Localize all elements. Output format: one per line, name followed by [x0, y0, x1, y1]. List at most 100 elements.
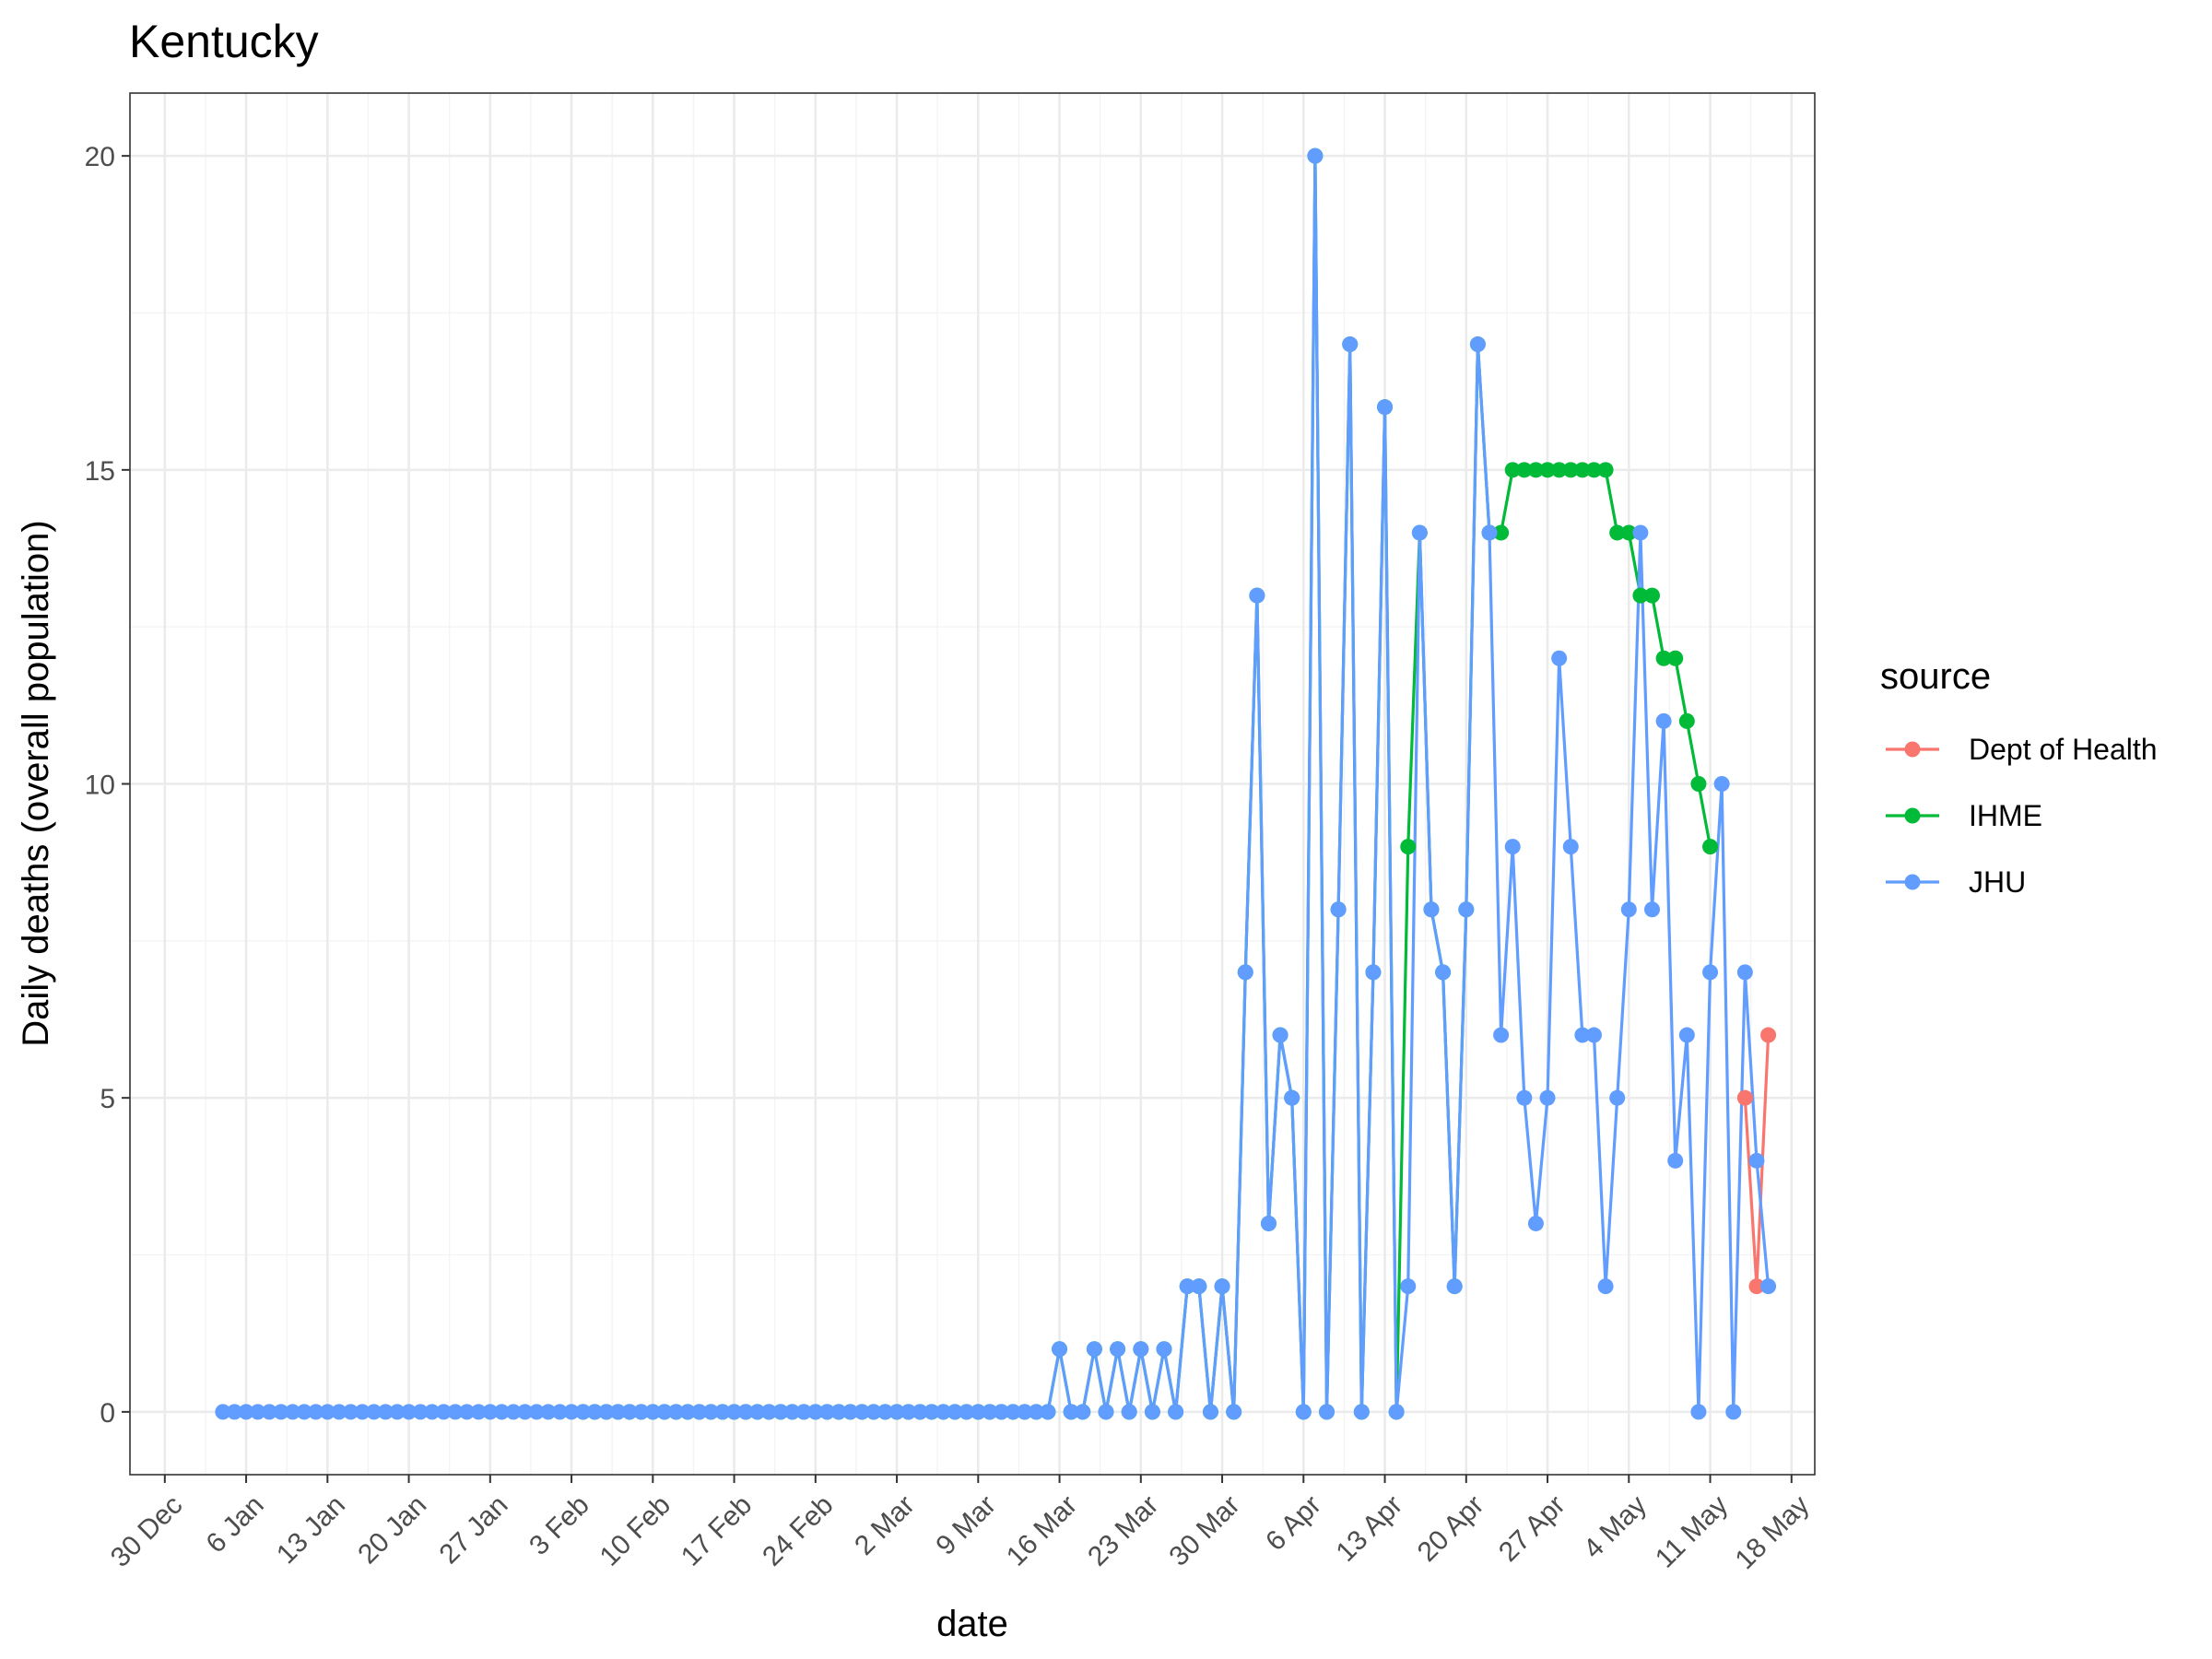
data-point: [1469, 336, 1486, 353]
data-point: [959, 1404, 975, 1420]
data-point: [226, 1404, 242, 1420]
data-point: [1284, 1089, 1300, 1106]
data-point: [1365, 964, 1382, 981]
data-point: [1748, 1152, 1765, 1169]
data-point: [1760, 1278, 1777, 1295]
data-point: [1133, 1341, 1149, 1358]
data-point: [784, 1404, 801, 1420]
data-point: [482, 1404, 499, 1420]
data-point: [1609, 1089, 1626, 1106]
data-point: [505, 1404, 522, 1420]
data-point: [1516, 462, 1533, 478]
data-point: [1260, 1215, 1277, 1231]
data-point: [1458, 901, 1475, 918]
data-point: [1551, 462, 1568, 478]
data-point: [714, 1404, 731, 1420]
legend: source Dept of Health IHME JHU: [1880, 656, 2158, 899]
data-point: [1179, 1278, 1195, 1295]
data-point: [1063, 1404, 1079, 1420]
data-point: [1644, 901, 1660, 918]
data-point: [1562, 462, 1579, 478]
data-point: [1202, 1404, 1218, 1420]
data-point: [470, 1404, 487, 1420]
x-tick-label: 4 May: [1578, 1489, 1653, 1564]
data-point: [308, 1404, 324, 1420]
x-tick-label: 6 Jan: [200, 1489, 269, 1559]
data-point: [760, 1404, 777, 1420]
data-point: [1655, 712, 1672, 729]
x-tick-label: 10 Feb: [594, 1489, 677, 1571]
data-point: [1168, 1404, 1184, 1420]
data-point: [551, 1404, 568, 1420]
data-point: [1713, 776, 1730, 792]
data-point: [1620, 524, 1637, 541]
data-point: [795, 1404, 812, 1420]
x-tick-label: 9 Mar: [930, 1489, 1002, 1561]
data-point: [1585, 1027, 1602, 1043]
data-point: [1353, 1404, 1370, 1420]
legend-title: source: [1880, 656, 1991, 697]
data-point: [1052, 1341, 1068, 1358]
data-point: [1400, 1278, 1417, 1295]
data-point: [900, 1404, 917, 1420]
data-point: [1400, 839, 1417, 855]
data-point: [354, 1404, 371, 1420]
data-point: [319, 1404, 335, 1420]
data-point: [1574, 462, 1591, 478]
data-point: [1121, 1404, 1137, 1420]
data-point: [830, 1404, 847, 1420]
y-axis: 0 5 10 15 20: [85, 142, 130, 1429]
data-point: [1191, 1278, 1207, 1295]
y-tick-label: 0: [100, 1398, 115, 1429]
data-point: [1748, 1278, 1765, 1295]
data-point: [273, 1404, 289, 1420]
x-tick-label: 24 Feb: [757, 1489, 839, 1571]
data-point: [447, 1404, 464, 1420]
data-point: [377, 1404, 394, 1420]
data-point: [1760, 1027, 1777, 1043]
legend-label: Dept of Health: [1969, 733, 2158, 766]
data-point: [575, 1404, 592, 1420]
x-tick-label: 11 May: [1650, 1489, 1734, 1573]
data-point: [1307, 147, 1324, 164]
data-point: [1736, 964, 1753, 981]
data-point: [982, 1404, 998, 1420]
x-tick-label: 13 Apr: [1331, 1489, 1409, 1568]
y-tick-label: 5: [100, 1084, 115, 1114]
data-point: [1667, 650, 1684, 666]
data-point: [1551, 650, 1568, 666]
legend-label: IHME: [1969, 799, 2042, 832]
data-point: [749, 1404, 766, 1420]
data-point: [853, 1404, 870, 1420]
series-points: [215, 147, 1777, 1420]
data-point: [1736, 1089, 1753, 1106]
data-point: [947, 1404, 963, 1420]
data-point: [517, 1404, 534, 1420]
data-point: [668, 1404, 685, 1420]
data-point: [1377, 399, 1394, 416]
x-tick-label: 27 Apr: [1493, 1489, 1571, 1568]
data-point: [343, 1404, 359, 1420]
data-point: [1632, 587, 1649, 604]
data-point: [1388, 1404, 1405, 1420]
x-tick-label: 13 Jan: [271, 1489, 351, 1570]
data-point: [633, 1404, 650, 1420]
data-point: [389, 1404, 406, 1420]
data-point: [401, 1404, 418, 1420]
data-point: [412, 1404, 429, 1420]
data-point: [1249, 587, 1265, 604]
chart-title: Kentucky: [129, 16, 319, 67]
legend-key-point: [1904, 874, 1921, 890]
data-point: [1411, 524, 1428, 541]
data-point: [1493, 524, 1510, 541]
data-point: [1632, 524, 1649, 541]
data-point: [1562, 839, 1579, 855]
data-point: [250, 1404, 266, 1420]
y-tick-label: 20: [85, 142, 115, 172]
data-point: [1156, 1341, 1172, 1358]
data-point: [691, 1404, 708, 1420]
x-tick-label: 16 Mar: [1001, 1489, 1083, 1571]
data-point: [1690, 1404, 1707, 1420]
